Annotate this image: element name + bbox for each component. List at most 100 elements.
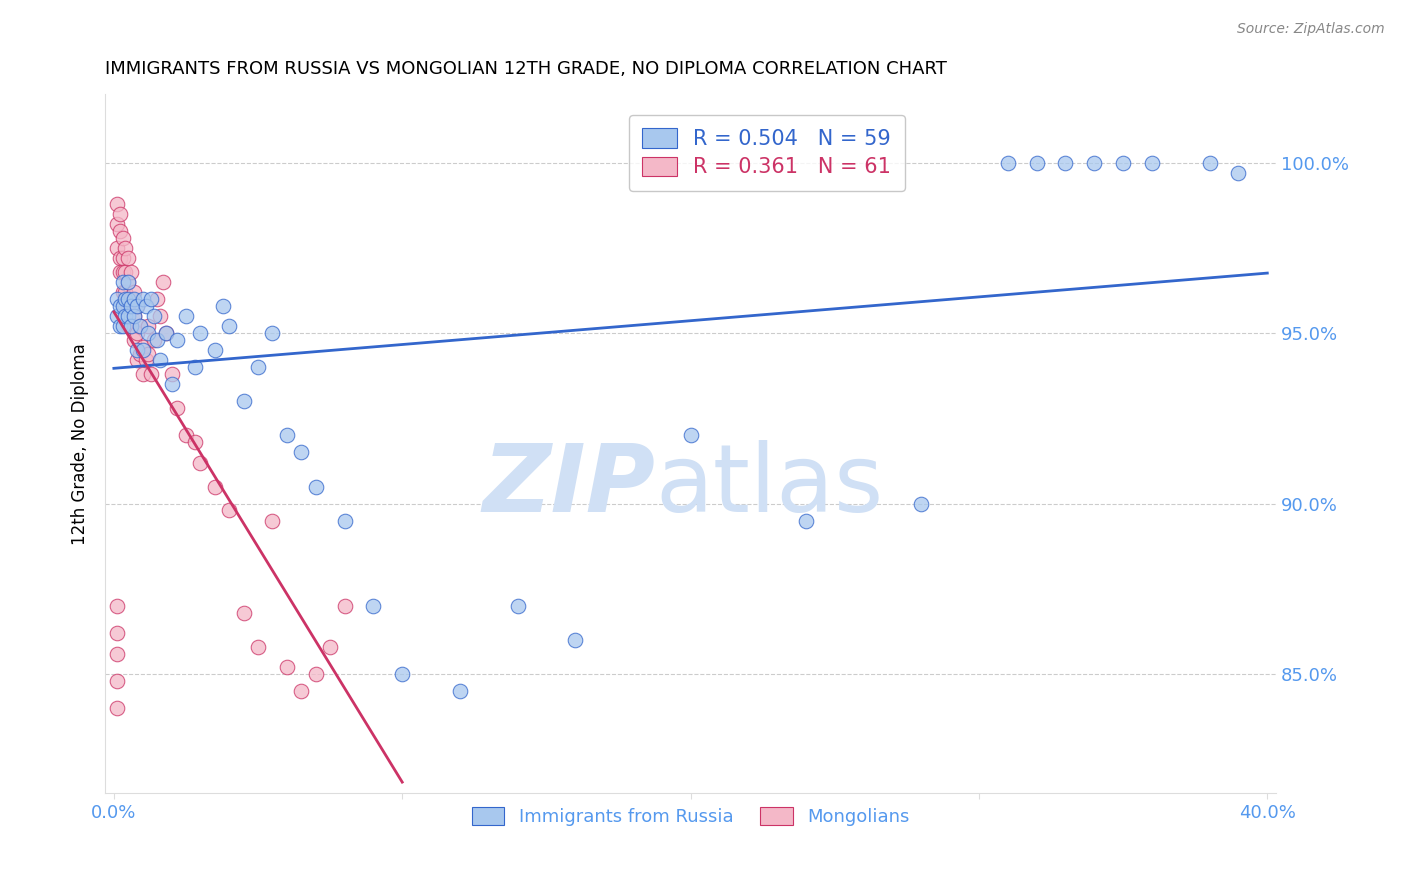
Point <box>218 503 240 517</box>
Point <box>997 155 1019 169</box>
Point <box>117 292 139 306</box>
Point <box>117 275 139 289</box>
Point <box>138 326 160 340</box>
Point <box>117 309 139 323</box>
Point <box>1083 155 1105 169</box>
Point <box>105 217 128 231</box>
Point <box>1140 155 1163 169</box>
Point <box>125 353 148 368</box>
Point <box>305 667 328 681</box>
Point <box>111 285 134 300</box>
Point <box>120 292 142 306</box>
Point <box>138 319 160 334</box>
Point <box>155 326 177 340</box>
Point <box>290 684 312 698</box>
Point <box>910 497 932 511</box>
Point <box>290 445 312 459</box>
Point <box>120 299 142 313</box>
Point <box>305 479 328 493</box>
Point <box>141 292 163 306</box>
Point <box>120 319 142 334</box>
Point <box>247 360 270 375</box>
Point <box>105 309 128 323</box>
Point <box>1025 155 1047 169</box>
Point <box>111 251 134 265</box>
Point <box>117 251 139 265</box>
Point <box>190 326 212 340</box>
Point <box>679 428 702 442</box>
Text: Source: ZipAtlas.com: Source: ZipAtlas.com <box>1237 22 1385 37</box>
Point <box>276 428 298 442</box>
Point <box>105 292 128 306</box>
Point <box>247 640 270 654</box>
Point <box>114 292 136 306</box>
Point <box>114 309 136 323</box>
Point <box>117 319 139 334</box>
Point <box>108 265 131 279</box>
Point <box>105 626 128 640</box>
Point <box>155 326 177 340</box>
Point <box>114 299 136 313</box>
Point <box>105 673 128 688</box>
Point <box>108 224 131 238</box>
Point <box>131 343 153 358</box>
Point <box>276 660 298 674</box>
Point <box>183 435 205 450</box>
Point <box>117 299 139 313</box>
Point <box>128 319 150 334</box>
Point <box>122 309 145 323</box>
Point <box>105 196 128 211</box>
Point <box>131 367 153 381</box>
Point <box>333 599 356 613</box>
Legend: Immigrants from Russia, Mongolians: Immigrants from Russia, Mongolians <box>464 799 917 833</box>
Point <box>363 599 385 613</box>
Point <box>391 667 413 681</box>
Point <box>232 606 254 620</box>
Point <box>105 599 128 613</box>
Point <box>125 343 148 358</box>
Point <box>131 292 153 306</box>
Point <box>204 343 226 358</box>
Point <box>114 285 136 300</box>
Point <box>204 479 226 493</box>
Point <box>160 377 183 392</box>
Point <box>111 265 134 279</box>
Point <box>449 684 471 698</box>
Point <box>174 428 197 442</box>
Point <box>108 299 131 313</box>
Point <box>111 299 134 313</box>
Point <box>125 299 148 313</box>
Point <box>166 401 188 416</box>
Point <box>122 309 145 323</box>
Point <box>333 514 356 528</box>
Point <box>174 309 197 323</box>
Point <box>128 319 150 334</box>
Point <box>146 292 169 306</box>
Point <box>149 309 172 323</box>
Point <box>218 319 240 334</box>
Point <box>108 207 131 221</box>
Point <box>262 326 284 340</box>
Point <box>564 632 586 647</box>
Point <box>1054 155 1077 169</box>
Point <box>794 514 817 528</box>
Point <box>131 340 153 354</box>
Point <box>114 241 136 255</box>
Point <box>108 319 131 334</box>
Point <box>120 319 142 334</box>
Point <box>1112 155 1135 169</box>
Text: IMMIGRANTS FROM RUSSIA VS MONGOLIAN 12TH GRADE, NO DIPLOMA CORRELATION CHART: IMMIGRANTS FROM RUSSIA VS MONGOLIAN 12TH… <box>105 60 948 78</box>
Point <box>319 640 342 654</box>
Point <box>111 275 134 289</box>
Point <box>128 346 150 360</box>
Point <box>138 346 160 360</box>
Point <box>125 299 148 313</box>
Point <box>122 333 145 347</box>
Point <box>146 333 169 347</box>
Y-axis label: 12th Grade, No Diploma: 12th Grade, No Diploma <box>72 343 89 545</box>
Point <box>108 251 131 265</box>
Point <box>135 299 157 313</box>
Point <box>117 275 139 289</box>
Point <box>120 265 142 279</box>
Point <box>111 230 134 244</box>
